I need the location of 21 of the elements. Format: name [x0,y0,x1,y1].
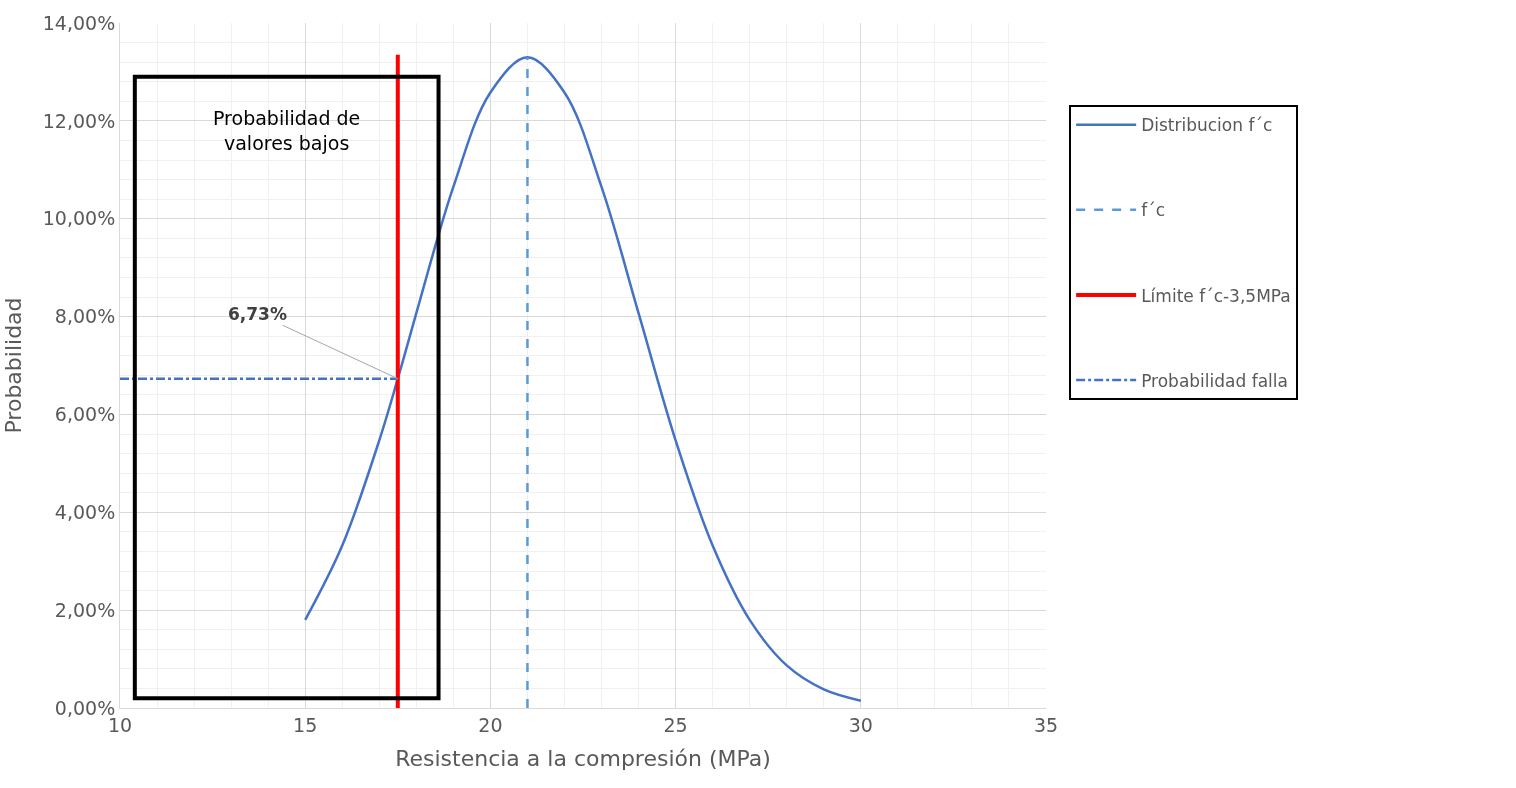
y-tick-label: 8,00% [54,305,116,328]
legend-label: Probabilidad falla [1141,370,1288,391]
y-tick-label: 4,00% [54,500,116,523]
y-tick-label: 14,00% [42,11,116,34]
x-axis-title: Resistencia a la compresión (MPa) [395,745,771,771]
x-tick-label: 30 [848,713,873,736]
legend-label: Distribucion f´c [1141,115,1273,136]
x-tick-label: 35 [1033,713,1059,736]
y-tick-label: 12,00% [42,109,116,132]
y-tick-label: 6,00% [54,403,116,426]
legend-label: f´c [1141,200,1165,221]
annotation: 6,73% [228,304,287,324]
legend-label: Límite f´c-3,5MPa [1141,285,1291,306]
y-tick-label: 0,00% [54,696,116,719]
x-tick-label: 15 [293,713,318,736]
x-tick-label: 20 [478,713,503,736]
y-axis-title: Probabilidad [0,297,26,434]
y-tick-label: 2,00% [54,598,116,621]
y-tick-label: 10,00% [42,207,116,230]
x-tick-label: 25 [663,713,688,736]
annotation: Probabilidad de valores bajos [213,107,361,154]
